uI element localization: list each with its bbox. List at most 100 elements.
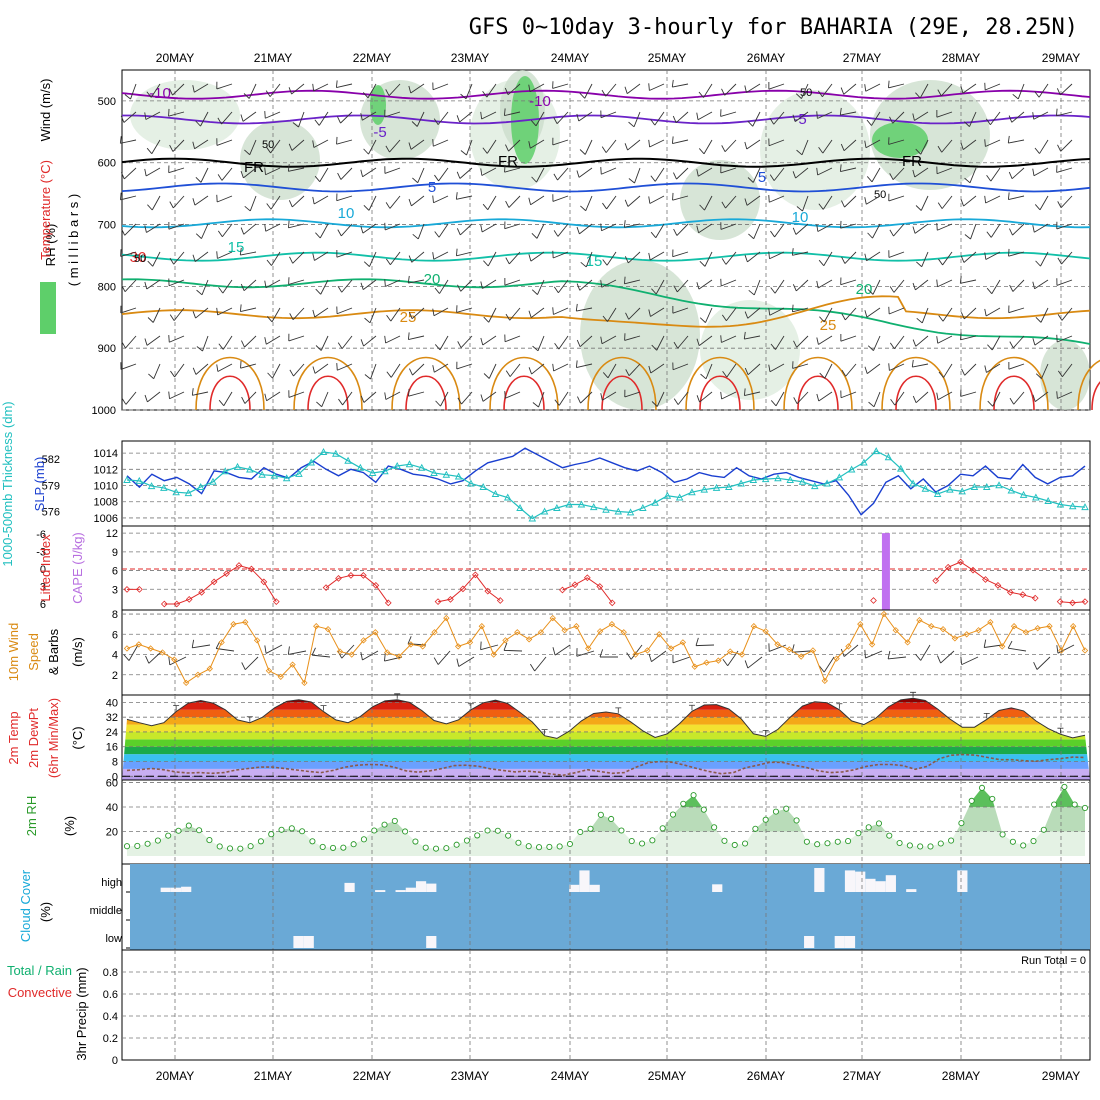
temp-tick: 24 — [106, 727, 118, 739]
thickness-point — [712, 483, 721, 491]
wind-barb — [844, 307, 857, 321]
thickness-point — [123, 476, 131, 483]
wind-barb — [385, 391, 401, 400]
wind-barb — [432, 139, 434, 147]
wind-barb — [633, 111, 641, 128]
wind-barb — [580, 391, 593, 404]
wind-barb — [744, 141, 748, 150]
wind-barb — [291, 195, 305, 208]
wind-barb — [817, 90, 823, 98]
wind-barb — [191, 388, 194, 396]
surface-wind-barb — [960, 656, 963, 665]
rh2m-point — [175, 827, 182, 834]
wind-barb — [938, 371, 944, 378]
surface-wind-barb — [1036, 656, 1051, 670]
wind-speed-point — [537, 629, 545, 636]
wind-barb — [1038, 83, 1049, 98]
rh2m-point — [742, 840, 749, 847]
surface-wind-barb — [672, 656, 691, 664]
wind-barb — [528, 141, 531, 149]
wind-barb — [726, 307, 737, 322]
wind-barb — [960, 199, 964, 207]
wind-barb — [1040, 307, 1049, 323]
rh2m-point — [566, 840, 573, 848]
cloud-background — [130, 864, 1090, 950]
wind-barb — [744, 335, 761, 340]
dewpoint-line — [126, 753, 1086, 777]
wind-barb — [914, 111, 929, 121]
wind-barb — [457, 284, 462, 292]
wind-barb — [584, 139, 593, 155]
wind-barb — [770, 287, 776, 294]
wind-barb — [434, 174, 439, 182]
wind-barb — [822, 83, 833, 98]
slp-line — [126, 447, 1086, 516]
wind-barb — [412, 233, 419, 240]
wind-speed-point — [620, 629, 627, 636]
wind-speed-tick: 4 — [112, 650, 118, 662]
wind-barb — [703, 83, 713, 98]
temp-max-marker — [910, 691, 917, 698]
temp-max-marker — [983, 712, 990, 719]
pressure-tick: 600 — [98, 158, 116, 170]
wind-barb — [460, 335, 473, 349]
rh2m-point — [783, 805, 790, 812]
rh2m-point — [350, 841, 357, 848]
thickness-point — [995, 481, 1003, 489]
wind-barb — [774, 279, 785, 294]
wind-barb — [866, 176, 873, 183]
wind-barb — [648, 252, 651, 261]
wind-barb — [292, 251, 305, 264]
wind-barb — [705, 307, 713, 323]
wind-speed-point — [419, 643, 426, 650]
wind-barb — [312, 196, 315, 205]
wind-barb — [1034, 279, 1049, 290]
wind-barb — [483, 260, 489, 267]
wind-barb — [744, 198, 748, 206]
surface-wind-barb — [123, 654, 130, 661]
temp-band — [122, 702, 1090, 710]
wind-barb — [937, 202, 943, 209]
wind-barb — [384, 223, 401, 231]
wind-barb — [607, 307, 617, 322]
wind-barb — [412, 363, 425, 376]
wind-speed-point — [549, 614, 556, 622]
surface-wind-barb — [1056, 645, 1059, 654]
wind-barb — [960, 312, 965, 320]
wind-speed-point — [289, 661, 296, 668]
temp-tick: 40 — [106, 697, 118, 709]
wind-barb — [417, 223, 425, 240]
rh2m-point — [577, 828, 584, 836]
wind-barb — [288, 335, 305, 342]
isotherm-label: -10 — [529, 93, 551, 110]
wind-barb — [921, 307, 929, 324]
slp-tick: 1008 — [94, 497, 118, 509]
wind-barb — [624, 199, 629, 207]
wind-barb — [407, 332, 410, 340]
wind-barb — [265, 90, 271, 97]
wind-speed-point — [999, 643, 1006, 650]
wind-barb — [720, 335, 722, 343]
wind-barb — [244, 391, 257, 404]
wind-barb — [456, 307, 473, 313]
wind-barb — [553, 117, 558, 124]
wind-barb — [249, 195, 257, 212]
date-label-bottom: 22MAY — [353, 1069, 391, 1083]
wind-barb — [487, 195, 497, 210]
wind-barb — [194, 195, 209, 206]
date-label-top: 22MAY — [353, 51, 391, 65]
wind-barb — [168, 391, 170, 399]
wind-barb — [601, 335, 617, 345]
rh2m-point — [680, 800, 687, 807]
wind-barb — [816, 111, 818, 119]
wind-barb — [265, 279, 281, 289]
wind-barb — [773, 111, 785, 125]
wind-barb — [532, 345, 539, 352]
wind-barb — [147, 260, 154, 267]
lifted-index-point — [1019, 591, 1027, 599]
cloud-bar-low — [804, 936, 815, 948]
temp-max-marker — [394, 693, 401, 699]
wind-barb — [120, 307, 137, 314]
wind-barb — [841, 369, 847, 377]
wind-barb — [607, 363, 617, 379]
